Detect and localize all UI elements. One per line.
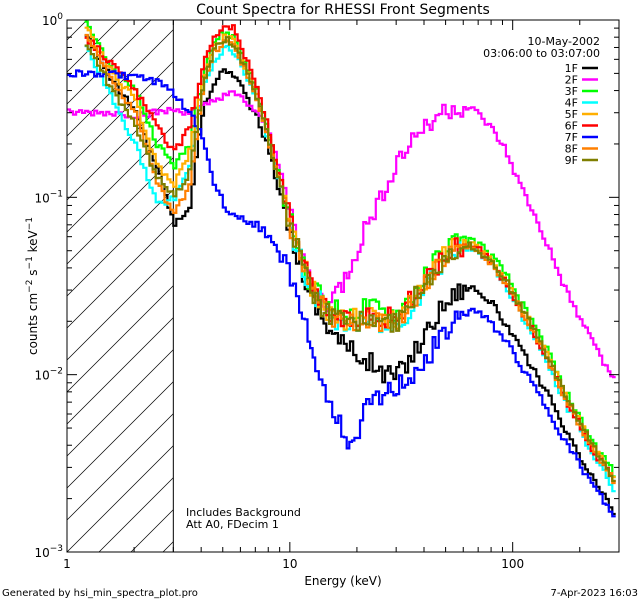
hatch-line — [67, 317, 174, 425]
hatch-line — [355, 20, 640, 552]
series-5F-line — [84, 26, 616, 479]
annotation-attenuator: Att A0, FDecim 1 — [186, 518, 279, 531]
hatch-line — [67, 93, 174, 201]
footer-timestamp: 7-Apr-2023 16:03 — [551, 588, 638, 599]
legend-label-3F: 3F — [565, 85, 578, 98]
series-7F-line — [67, 69, 616, 518]
time-range-text: 03:06:00 to 03:07:00 — [483, 47, 600, 60]
legend-label-2F: 2F — [565, 74, 578, 87]
hatch-line — [67, 445, 174, 552]
chart-title: Count Spectra for RHESSI Front Segments — [196, 2, 490, 18]
legend-label-7F: 7F — [565, 131, 578, 144]
legend-label-9F: 9F — [565, 154, 578, 167]
annotation-background: Includes Background — [186, 506, 301, 519]
series-2F-line — [67, 90, 616, 379]
hatch-line — [67, 221, 174, 329]
legend-label-5F: 5F — [565, 108, 578, 121]
hatch-line — [67, 381, 174, 489]
hatch-line — [419, 20, 640, 552]
y-tick-label: 100 — [42, 12, 63, 28]
hatch-line — [67, 253, 174, 361]
y-tick-label: 10−1 — [34, 189, 63, 205]
hatch-line — [67, 157, 174, 265]
y-axis-title: counts cm−2 s−1 keV−1 — [25, 217, 40, 355]
tick-labels-layer: 1 10 100 100 10−1 10−2 10−3 — [34, 12, 524, 571]
legend-label-1F: 1F — [565, 62, 578, 75]
y-tick-label: 10−3 — [34, 544, 63, 560]
hatch-line — [67, 20, 88, 41]
hatch-line — [67, 61, 174, 169]
date-text: 10-May-2002 — [528, 35, 600, 48]
hatch-line — [611, 20, 640, 552]
series-8F-line — [84, 33, 616, 485]
legend-label-4F: 4F — [565, 97, 578, 110]
x-axis-title: Energy (keV) — [304, 574, 381, 588]
series-6F-line — [84, 24, 616, 483]
series-9F-line — [84, 36, 616, 482]
plot-frame — [66, 19, 620, 553]
legend-label-6F: 6F — [565, 120, 578, 133]
hatch-line — [67, 20, 120, 73]
footer-generated-by: Generated by hsi_min_spectra_plot.pro — [2, 588, 198, 599]
series-layer — [67, 20, 616, 518]
hatch-line — [323, 20, 640, 552]
hatch-line — [67, 413, 174, 521]
x-tick-label: 1 — [63, 557, 71, 571]
x-tick-label: 10 — [282, 557, 297, 571]
hatch-line — [67, 29, 174, 137]
series-1F-line — [84, 34, 616, 516]
y-tick-label: 10−2 — [34, 367, 63, 383]
ticks-layer — [66, 19, 620, 553]
legend-label-8F: 8F — [565, 143, 578, 156]
hatch-line — [0, 20, 23, 552]
series-3F-line — [84, 20, 616, 478]
hatch-line — [67, 189, 174, 297]
x-tick-label: 100 — [501, 557, 524, 571]
